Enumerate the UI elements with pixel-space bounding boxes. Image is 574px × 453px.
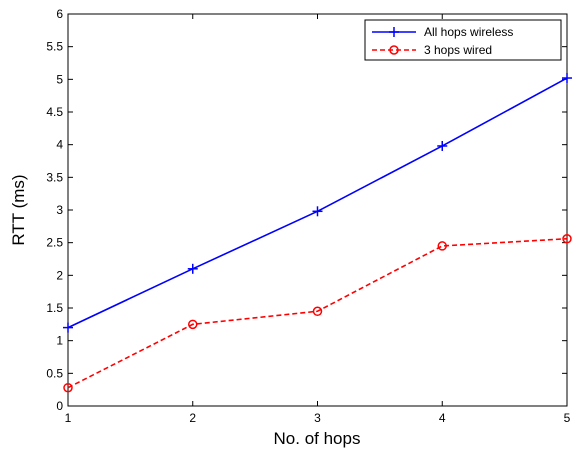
x-tick-label: 3 [314,411,321,425]
y-tick-label: 1 [56,334,63,348]
y-axis-ticks: 0 0.5 1 1.5 2 2.5 3 3.5 4 4.5 5 5.5 6 [46,7,567,413]
y-tick-label: 4 [56,138,63,152]
series-2-point [63,382,73,393]
series-1-point [63,322,73,333]
series-1-point [312,206,323,217]
series-1-point [437,140,448,151]
series-1-point [562,73,572,84]
y-tick-label: 3.5 [46,170,63,184]
series-line-2 [67,237,568,389]
y-tick-label: 2 [56,268,63,282]
y-tick-label: 5 [56,72,63,86]
x-tick-label: 4 [439,411,446,425]
series-2-point [188,319,198,330]
legend: All hops wireless 3 hops wired [364,19,562,61]
x-tick-label: 5 [564,411,571,425]
series-2-point [312,306,323,317]
y-tick-label: 1.5 [46,301,63,315]
x-axis-label: No. of hops [274,429,361,448]
y-tick-label: 0 [56,399,63,413]
series-2-point [562,233,572,244]
y-axis-label: RTT (ms) [9,174,28,245]
series-layer [63,73,572,393]
legend-label-series-2: 3 hops wired [424,43,492,57]
y-tick-label: 4.5 [46,105,63,119]
x-tick-label: 1 [65,411,72,425]
legend-label-series-1: All hops wireless [424,25,513,39]
y-tick-label: 2.5 [46,236,63,250]
y-tick-label: 3 [56,203,63,217]
y-tick-label: 6 [56,7,63,21]
x-tick-label: 2 [189,411,196,425]
y-tick-label: 5.5 [46,40,63,54]
y-tick-label: 0.5 [46,366,63,380]
legend-items [372,27,416,55]
legend-marker-series-2 [389,45,399,55]
series-2-point [437,241,447,251]
series-1-point [187,263,198,274]
legend-box [364,19,562,61]
x-axis-ticks: 1 2 3 4 5 [65,14,571,425]
legend-marker-series-1 [389,27,399,37]
